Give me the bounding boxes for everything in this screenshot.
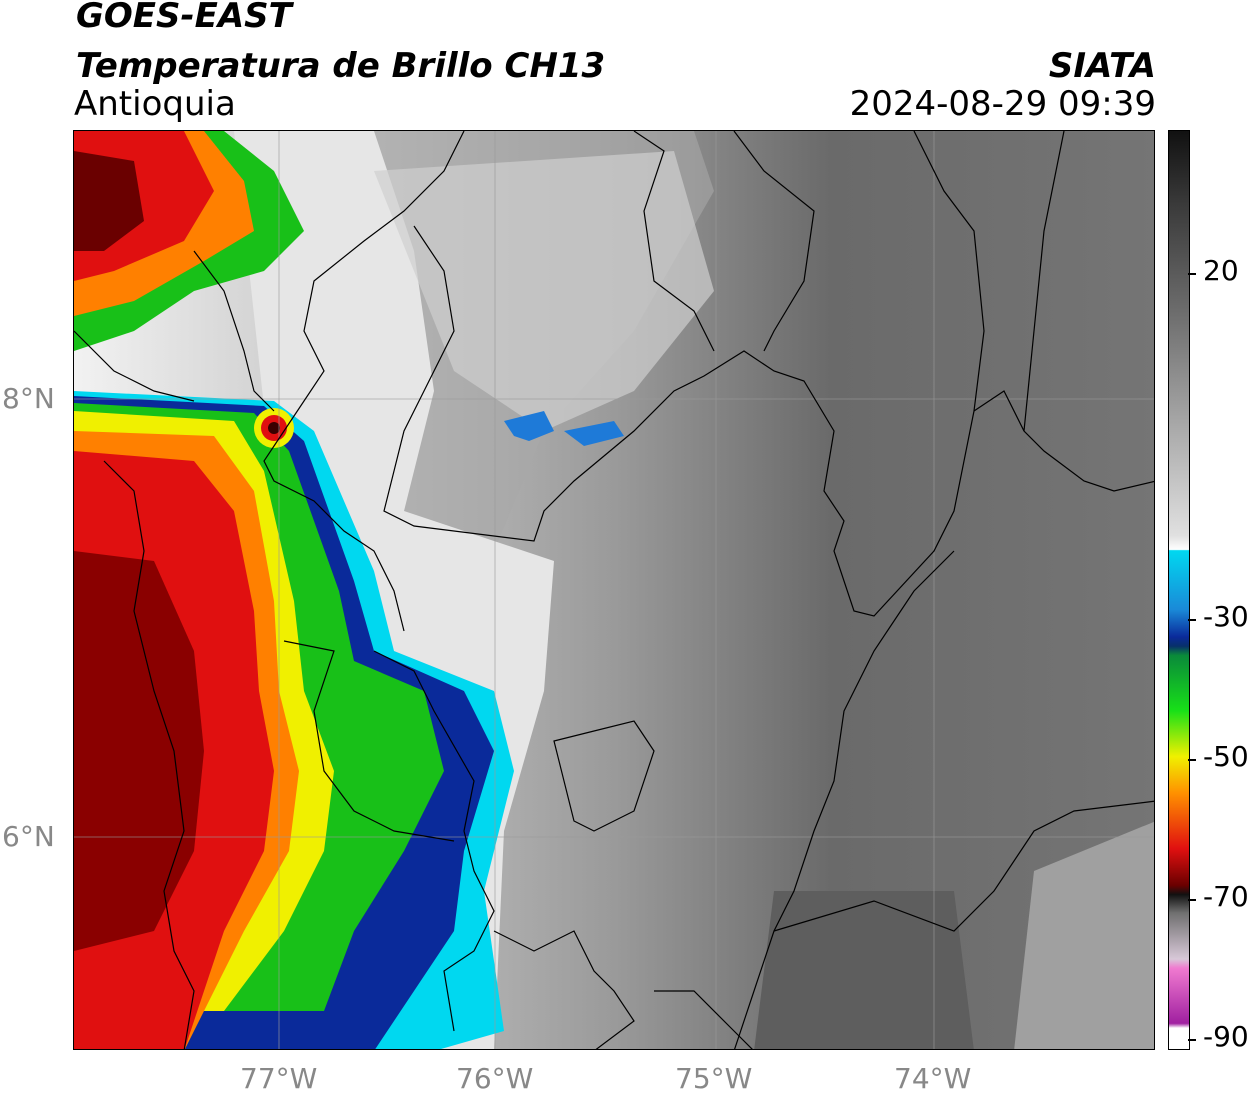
cirrus-area [374, 151, 714, 431]
cb-tick-mark-m90 [1188, 1039, 1196, 1041]
cb-label-m90: -90 [1203, 1020, 1249, 1053]
darkred-region [74, 551, 204, 951]
lat-tick-6n: 6°N [2, 820, 55, 853]
cb-tick-mark-m50 [1188, 759, 1196, 761]
cb-label-m50: -50 [1203, 740, 1249, 773]
satellite-title: GOES-EAST [76, 0, 292, 36]
light-patch-se [1014, 821, 1154, 1049]
satellite-map [73, 130, 1155, 1050]
cb-tick-mark-m70 [1188, 899, 1196, 901]
lon-tick-75w: 75°W [675, 1062, 753, 1095]
lon-tick-77w: 77°W [240, 1062, 318, 1095]
dark-patch-s [754, 891, 974, 1049]
patch-2 [564, 421, 624, 446]
lon-tick-76w: 76°W [456, 1062, 534, 1095]
product-title: Temperatura de Brillo CH13 [76, 46, 606, 86]
cb-label-20: 20 [1203, 254, 1239, 287]
cb-tick-mark-20 [1188, 273, 1196, 275]
coastline [74, 131, 465, 1049]
cell-core [268, 422, 280, 434]
cb-label-m70: -70 [1203, 880, 1249, 913]
lat-tick-8n: 8°N [2, 382, 55, 415]
cb-label-m30: -30 [1203, 600, 1249, 633]
temperature-colorbar [1168, 130, 1190, 1050]
admin-borders [283, 131, 1154, 1049]
region-subtitle: Antioquia [74, 84, 236, 124]
graticule [74, 131, 1154, 1049]
nw-darkred [74, 151, 144, 251]
patch-1 [504, 411, 554, 441]
organization-label: SIATA [1048, 46, 1156, 86]
cb-tick-mark-m30 [1188, 619, 1196, 621]
lon-tick-74w: 74°W [894, 1062, 972, 1095]
datetime-label: 2024-08-29 09:39 [849, 84, 1156, 124]
colorbar-gradient [1169, 131, 1189, 1049]
